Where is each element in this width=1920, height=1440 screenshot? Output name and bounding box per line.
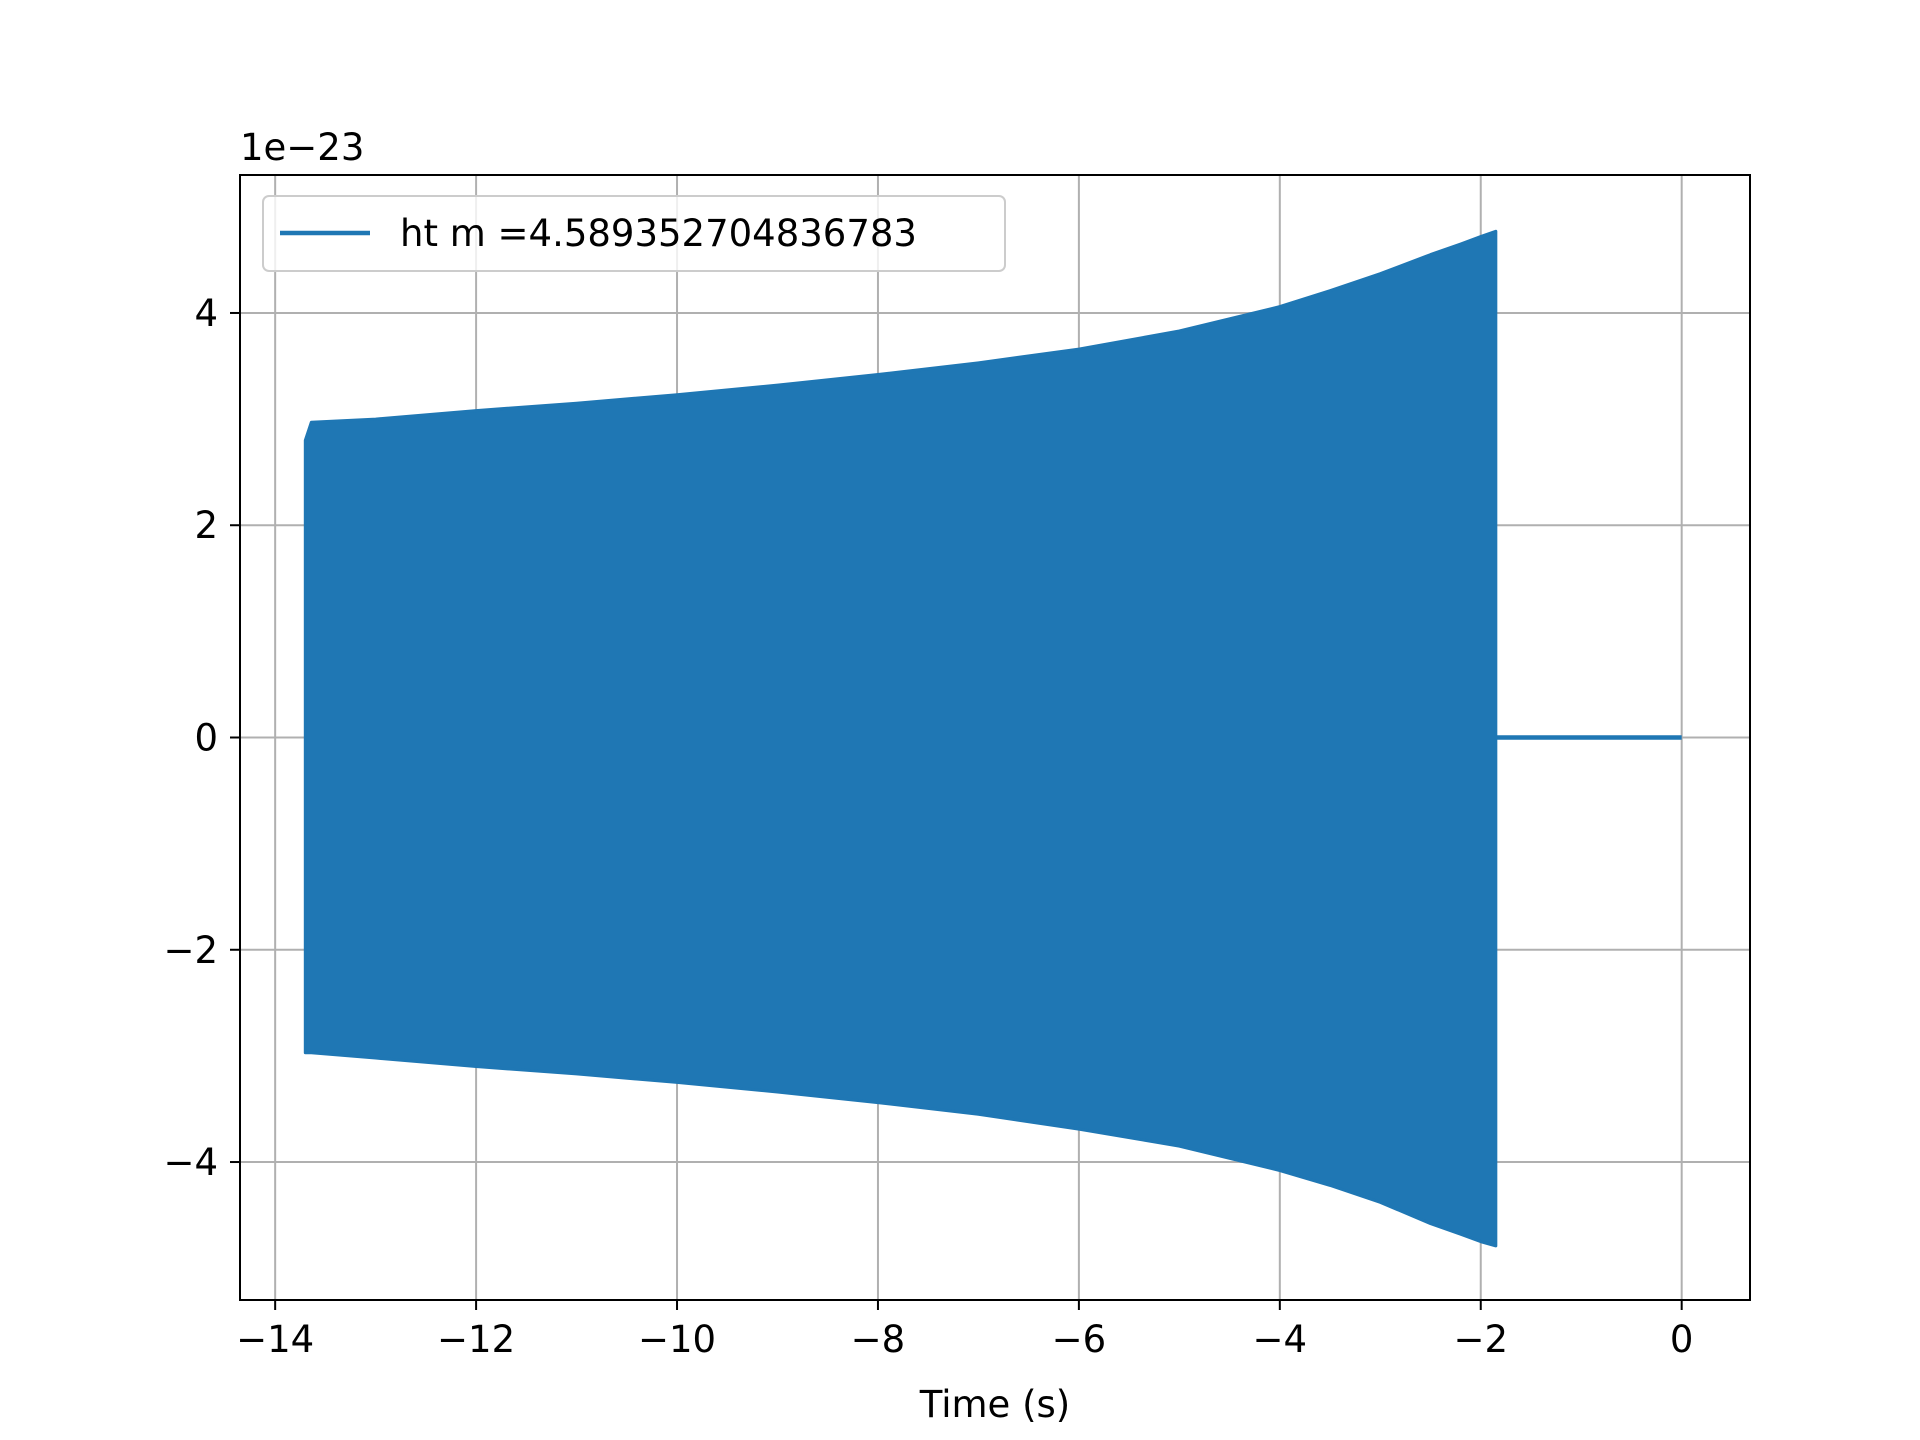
y-tick-label: 0 [194,717,218,760]
y-offset-label: 1e−23 [240,126,364,169]
legend-entry-label: ht m =4.589352704836783 [400,212,917,255]
legend: ht m =4.589352704836783 [262,195,1006,272]
x-tick-label: −4 [1253,1318,1308,1361]
y-axis: −4 −2 0 2 4 [163,292,240,1184]
x-tick-label: 0 [1670,1318,1694,1361]
y-tick-label: −2 [163,929,218,972]
x-axis: −14 −12 −10 −8 −6 −4 −2 0 [236,1300,1693,1361]
x-tick-label: −2 [1453,1318,1508,1361]
plot-area [303,229,1682,1248]
y-tick-label: −4 [163,1141,218,1184]
x-tick-label: −6 [1052,1318,1107,1361]
x-axis-label: Time (s) [919,1383,1070,1426]
legend-frame [262,195,1006,272]
x-tick-label: −10 [638,1318,716,1361]
y-tick-label: 2 [194,504,218,547]
x-tick-label: −14 [236,1318,314,1361]
y-tick-label: 4 [194,292,218,335]
waveform-envelope [303,229,1498,1248]
x-tick-label: −12 [437,1318,515,1361]
x-tick-label: −8 [851,1318,906,1361]
